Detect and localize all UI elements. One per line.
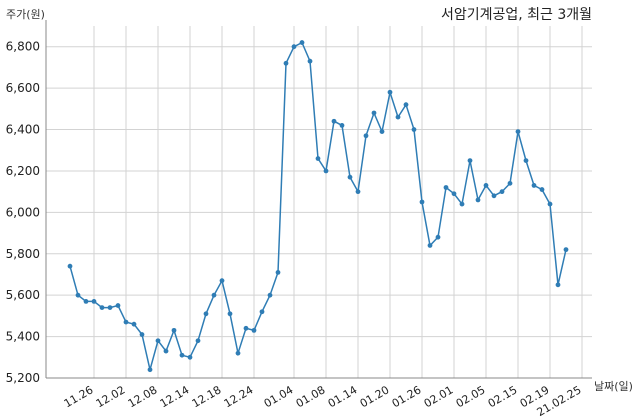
data-point — [491, 193, 497, 199]
data-point — [403, 102, 409, 108]
data-point — [435, 234, 441, 240]
data-point — [67, 263, 73, 269]
data-point — [411, 127, 417, 132]
data-point — [395, 114, 401, 120]
y-tick-label: 5,400 — [6, 330, 40, 344]
x-tick-label: 12.08 — [126, 383, 160, 410]
y-tick-labels: 5,200 5,400 5,600 5,800 6,000 6,200 6,400 6,600… — [6, 40, 40, 385]
data-point — [499, 189, 505, 195]
y-tick-label: 6,600 — [6, 81, 40, 95]
data-point — [299, 40, 305, 45]
data-point — [139, 332, 145, 337]
data-point — [483, 183, 489, 188]
data-point — [515, 129, 521, 135]
series-line — [69, 41, 567, 370]
data-series — [67, 40, 569, 373]
y-tick-label: 5,200 — [6, 371, 40, 385]
x-tick-label: 01.14 — [326, 383, 360, 410]
x-tick-label: 01.26 — [390, 383, 424, 410]
y-tick-label: 6,000 — [6, 205, 40, 219]
data-point — [323, 168, 329, 174]
data-point — [523, 158, 529, 163]
data-point — [507, 180, 513, 186]
y-tick-label: 6,800 — [6, 40, 40, 54]
x-tick-label: 12.18 — [190, 383, 224, 410]
data-point — [419, 199, 425, 205]
data-point — [339, 122, 345, 128]
data-point — [91, 298, 97, 304]
data-point — [291, 44, 297, 50]
y-tick-label: 5,600 — [6, 288, 40, 302]
data-point — [307, 58, 313, 64]
data-point — [99, 305, 105, 310]
data-point — [243, 325, 249, 331]
data-point — [387, 89, 393, 95]
grid — [46, 26, 592, 379]
data-point — [331, 118, 337, 124]
y-tick-label: 6,200 — [6, 164, 40, 178]
data-point — [459, 201, 465, 207]
data-point — [283, 60, 289, 66]
data-point — [451, 191, 457, 197]
data-point — [547, 201, 553, 207]
x-tick-label: 01.04 — [262, 383, 296, 410]
x-tick-label: 12.24 — [222, 383, 256, 410]
data-point — [235, 350, 241, 356]
axes — [45, 20, 592, 379]
chart-title: 서암기계공업, 최근 3개월 — [440, 7, 592, 23]
data-point — [531, 183, 537, 188]
data-point — [443, 185, 449, 190]
data-point — [227, 311, 233, 317]
data-point — [555, 282, 561, 288]
data-point — [475, 197, 481, 203]
x-tick-label: 11.26 — [62, 383, 96, 410]
data-point — [219, 278, 225, 284]
data-point — [379, 129, 385, 135]
data-point — [347, 174, 353, 180]
data-point — [107, 305, 113, 310]
data-point — [163, 348, 169, 354]
data-point — [251, 327, 257, 333]
data-point — [187, 354, 193, 360]
data-point — [171, 327, 177, 333]
x-tick-label: 02.05 — [454, 383, 488, 410]
data-point — [355, 189, 361, 195]
x-axis-label: 날짜(일) — [594, 380, 633, 393]
data-point — [195, 338, 201, 344]
data-point — [123, 319, 129, 325]
x-tick-label: 02.15 — [486, 383, 520, 410]
data-point — [467, 158, 473, 163]
x-tick-label: 02.01 — [422, 383, 456, 410]
x-tick-label: 12.14 — [158, 383, 192, 410]
data-point — [539, 187, 545, 192]
data-point — [211, 292, 217, 298]
data-point — [371, 110, 377, 116]
x-tick-label: 01.08 — [294, 383, 328, 410]
data-point — [363, 133, 369, 139]
x-tick-label: 01.20 — [358, 383, 392, 410]
data-point — [115, 303, 121, 308]
y-tick-label: 6,400 — [6, 123, 40, 137]
data-point — [179, 352, 185, 358]
data-point — [259, 309, 265, 315]
data-point — [203, 311, 209, 317]
data-point — [147, 367, 153, 373]
y-axis-label: 주가(원) — [6, 8, 45, 21]
data-point — [131, 321, 137, 327]
data-point — [275, 270, 281, 275]
data-point — [83, 298, 89, 304]
data-point — [563, 247, 569, 253]
data-point — [427, 243, 433, 248]
x-tick-label: 12.02 — [94, 383, 128, 410]
y-tick-label: 5,800 — [6, 247, 40, 261]
data-point — [75, 292, 81, 298]
data-point — [155, 338, 161, 344]
data-point — [267, 292, 273, 298]
data-point — [315, 156, 321, 161]
